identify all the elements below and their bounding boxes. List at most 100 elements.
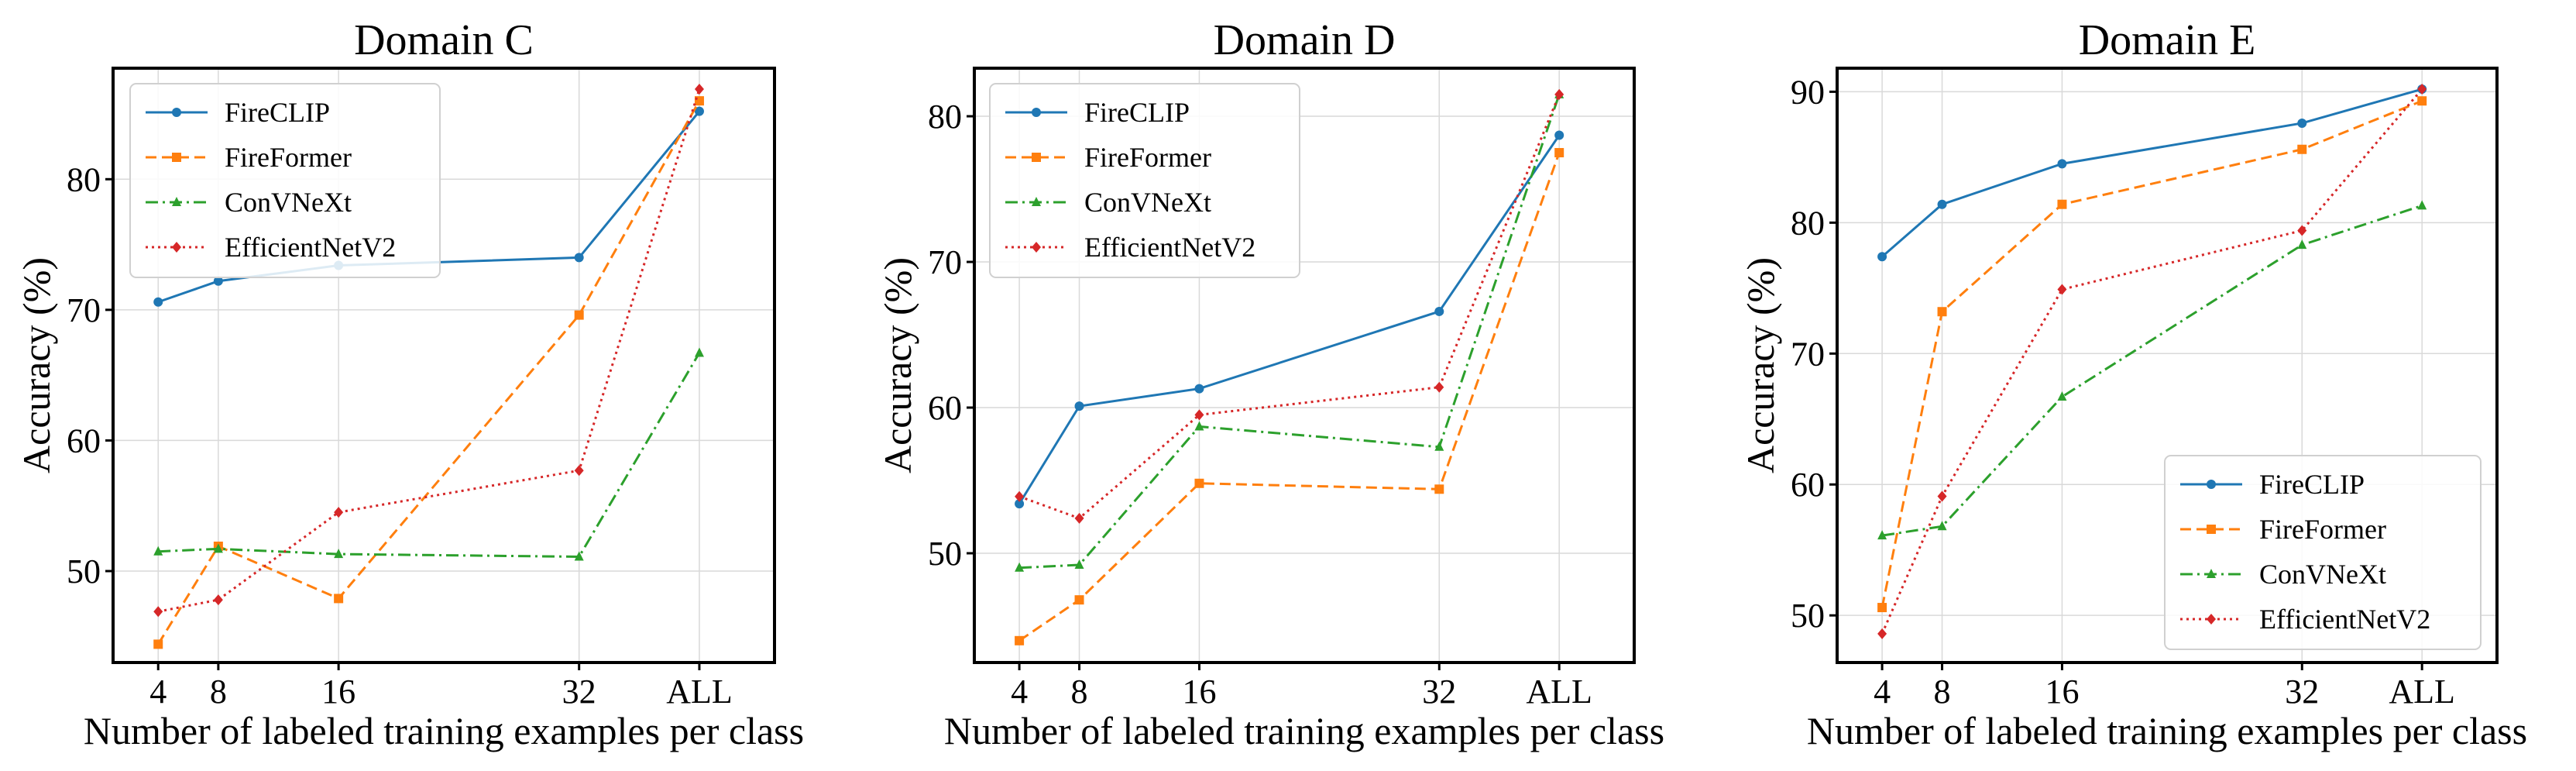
legend-label: EfficientNetV2 [225,232,396,263]
legend-label: FireFormer [225,142,352,173]
y-tick-label: 70 [1791,335,1825,373]
x-tick-label: 4 [149,673,167,711]
legend-label: FireCLIP [1084,97,1190,128]
data-point-fireformer [2297,144,2307,154]
data-point-efficientnetv2 [1015,490,1025,502]
data-point-convnext [213,543,223,553]
y-tick-label: 60 [67,422,101,460]
data-point-efficientnetv2 [2417,84,2427,95]
x-tick-label: ALL [1526,673,1592,711]
data-point-fireformer [1074,595,1084,605]
x-tick-label: 32 [562,673,596,711]
y-tick-label: 70 [928,243,962,281]
data-point-fireformer [1015,635,1025,645]
y-tick-label: 50 [1791,597,1825,635]
x-axis-label: Number of labeled training examples per … [944,709,1664,752]
data-point-convnext [2057,391,2067,401]
legend-marker [2207,525,2216,534]
data-point-convnext [694,347,704,357]
data-point-fireclip [1937,199,1947,209]
data-point-convnext [1194,421,1204,431]
x-tick-label: 32 [1422,673,1456,711]
legend-box [989,83,1300,278]
series-line-convnext [1881,204,2423,537]
data-point-efficientnetv2 [694,83,704,95]
x-tick-label: 16 [2045,673,2079,711]
data-point-convnext [153,546,163,556]
legend-label: FireCLIP [225,97,330,128]
legend-marker [1032,242,1041,253]
series-line-convnext [158,352,701,558]
data-point-fireformer [334,594,344,604]
data-point-convnext [1015,562,1025,572]
legend-label: ConVNeXt [1084,187,1211,218]
data-point-efficientnetv2 [334,507,344,518]
y-tick-label: 80 [1791,204,1825,242]
data-point-fireclip [213,276,223,286]
plot-frame [973,67,1636,664]
data-point-convnext [1937,521,1947,531]
y-tick-label: 80 [928,98,962,136]
data-point-efficientnetv2 [213,594,223,606]
data-point-fireformer [1194,478,1204,488]
x-tick-label: 8 [210,673,227,711]
chart-title: Domain D [1214,16,1396,64]
data-point-fireclip [694,106,704,116]
legend-marker [172,153,181,162]
x-tick-label: 16 [1182,673,1216,711]
data-point-efficientnetv2 [1877,628,1887,639]
y-tick-label: 60 [1791,466,1825,504]
plot-area [1877,84,2427,639]
legend: FireCLIP FireFormer ConVNeXt EfficientNetV2 [989,83,1300,278]
data-point-fireclip [1015,499,1025,509]
legend-marker [2207,569,2216,578]
panel-3: Domain E 4 8 16 32 ALL 50 60 70 80 90 Number of lab… [1739,16,2527,752]
x-axis-label: Number of labeled training examples per … [84,709,804,752]
data-point-fireclip [153,297,163,307]
y-axis-label: Accuracy (%) [15,257,58,473]
series-line-efficientnetv2 [1880,88,2423,635]
data-point-fireclip [1877,252,1887,262]
data-point-efficientnetv2 [1074,512,1084,524]
legend-label: FireFormer [1084,142,1211,173]
data-point-convnext [1877,530,1887,540]
data-point-fireformer [1877,603,1887,613]
data-point-efficientnetv2 [1554,88,1564,100]
x-tick-label: ALL [666,673,733,711]
x-tick-label: 8 [1934,673,1951,711]
data-point-fireclip [1554,130,1564,140]
data-point-convnext [2297,239,2307,250]
data-point-convnext [1074,559,1084,570]
legend-label: FireFormer [2259,514,2386,545]
legend-label: ConVNeXt [2259,559,2386,590]
legend-marker [172,242,181,253]
data-point-efficientnetv2 [2057,284,2067,295]
data-point-fireclip [1194,384,1204,394]
data-point-fireclip [1434,306,1444,316]
y-axis-label: Accuracy (%) [1739,257,1782,473]
data-point-efficientnetv2 [574,465,584,477]
data-point-fireclip [2297,118,2307,128]
y-tick-label: 70 [67,291,101,329]
y-tick-label: 50 [928,535,962,573]
data-point-convnext [574,551,584,561]
data-point-fireformer [1554,148,1564,158]
legend: FireCLIP FireFormer ConVNeXt EfficientNetV2 [129,83,441,278]
legend-label: FireCLIP [2259,469,2365,500]
x-tick-label: 8 [1071,673,1088,711]
x-axis-label: Number of labeled training examples per … [1807,709,2527,752]
y-tick-label: 60 [928,389,962,427]
data-point-fireformer [574,310,584,320]
data-point-fireformer [2057,199,2067,209]
legend-marker [1032,108,1041,117]
data-point-efficientnetv2 [1434,381,1444,393]
plot-frame [112,67,776,664]
data-point-efficientnetv2 [1194,409,1204,421]
data-point-fireformer [1937,307,1947,317]
y-tick-label: 80 [67,160,101,198]
data-point-convnext [1434,441,1444,451]
data-point-fireclip [2057,159,2067,169]
data-point-fireformer [153,639,163,649]
legend-marker [172,197,181,206]
